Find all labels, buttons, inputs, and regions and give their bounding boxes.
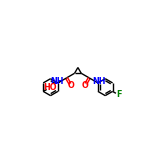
Text: F: F: [116, 90, 121, 99]
Text: O: O: [68, 81, 75, 90]
Text: NH: NH: [50, 78, 64, 86]
Text: O: O: [81, 81, 88, 90]
Text: HO: HO: [43, 83, 57, 92]
Text: NH: NH: [92, 78, 106, 86]
